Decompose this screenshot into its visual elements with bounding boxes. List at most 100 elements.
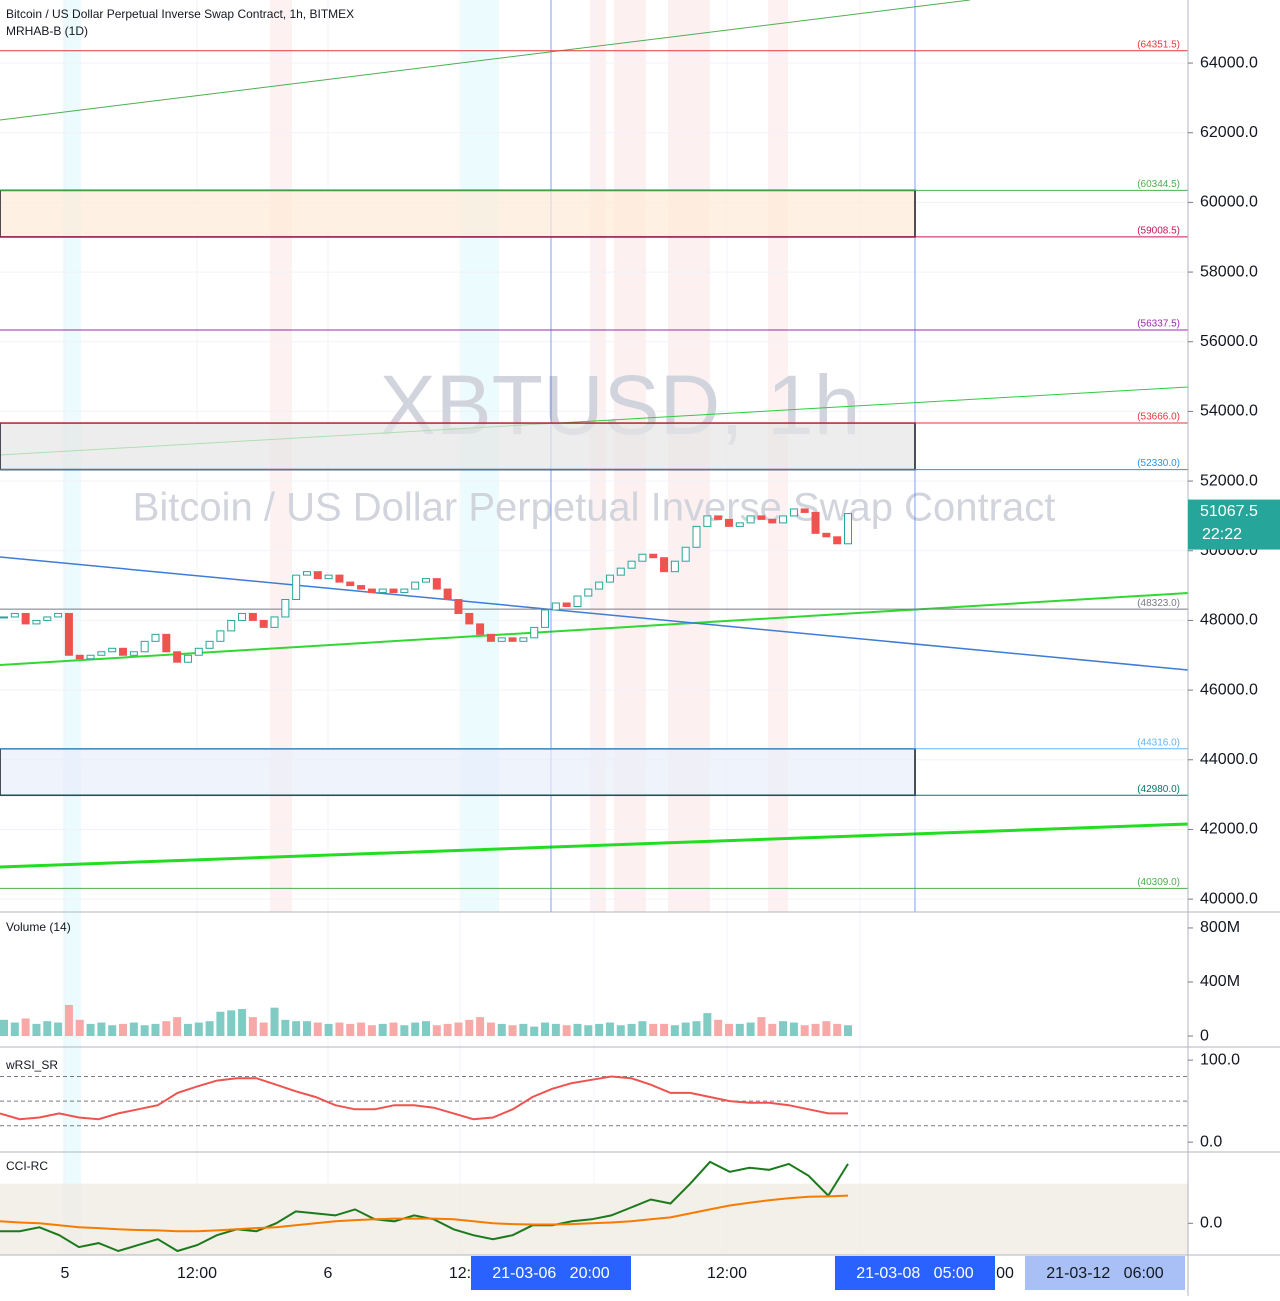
volume-bar xyxy=(281,1019,290,1037)
pane-title: wRSI_SR xyxy=(5,1058,58,1072)
y-tick-label: 40000.0 xyxy=(1200,890,1258,907)
indicator-line xyxy=(0,1194,849,1233)
volume-bar xyxy=(443,1023,452,1037)
candle xyxy=(768,518,777,524)
volume-bar xyxy=(216,1011,225,1037)
volume-bar xyxy=(703,1013,712,1037)
candle xyxy=(724,518,733,527)
volume-bar xyxy=(324,1023,333,1037)
x-tick-label: 12: xyxy=(449,1265,471,1282)
volume-bar xyxy=(302,1021,311,1037)
candle xyxy=(605,574,614,583)
time-marker-bg xyxy=(471,1256,631,1290)
candle xyxy=(670,560,679,573)
volume-bar xyxy=(205,1021,214,1037)
volume-bar xyxy=(259,1022,268,1037)
candle xyxy=(497,637,506,642)
volume-bar xyxy=(789,1022,798,1037)
time-marker: 21-03-12 06:00 xyxy=(1046,1265,1164,1282)
volume-bar xyxy=(422,1021,430,1037)
candle xyxy=(227,619,236,632)
candle xyxy=(833,536,842,545)
candle xyxy=(844,513,852,545)
y-tick-label: 56000.0 xyxy=(1200,333,1258,350)
level-label: (44316.0) xyxy=(1137,737,1180,748)
volume-bar xyxy=(627,1023,636,1037)
volume-bar xyxy=(811,1023,820,1037)
volume-bar xyxy=(248,1017,257,1037)
candle xyxy=(551,602,560,611)
candle xyxy=(216,630,225,642)
x-tick-label: 00 xyxy=(996,1265,1014,1282)
zone xyxy=(0,189,916,238)
volume-bar xyxy=(140,1025,149,1037)
candle xyxy=(432,578,441,590)
candle xyxy=(811,511,820,534)
volume-bar xyxy=(292,1021,301,1037)
volume-bar xyxy=(173,1017,182,1037)
volume-bar xyxy=(476,1017,485,1037)
candle xyxy=(400,588,409,594)
y-tick-label: 0.0 xyxy=(1200,1215,1222,1232)
candle xyxy=(530,626,539,639)
volume-bar xyxy=(86,1023,95,1037)
volume-bar xyxy=(227,1010,236,1037)
candle xyxy=(800,508,809,513)
volume-bar xyxy=(692,1021,701,1037)
y-tick-label: 46000.0 xyxy=(1200,681,1258,698)
level-label: (53666.0) xyxy=(1137,412,1180,423)
candle xyxy=(616,567,625,576)
level-label: (56337.5) xyxy=(1137,319,1180,330)
candle xyxy=(822,532,831,538)
pane-title: Volume (14) xyxy=(6,920,71,934)
candle xyxy=(357,585,366,590)
y-tick-label: 800M xyxy=(1200,919,1240,936)
volume-bar xyxy=(21,1018,30,1037)
volume-bar xyxy=(108,1025,117,1037)
candle xyxy=(508,637,517,642)
y-tick-label: 58000.0 xyxy=(1200,263,1258,280)
volume-bar xyxy=(465,1019,474,1037)
indicator-line xyxy=(0,1160,849,1253)
candle xyxy=(562,602,571,607)
volume-bar xyxy=(313,1022,322,1037)
candle xyxy=(681,546,690,562)
candle xyxy=(0,616,8,619)
volume-bar xyxy=(562,1025,571,1037)
candle xyxy=(335,574,344,583)
volume-bar xyxy=(735,1023,744,1037)
marks xyxy=(0,508,1188,1255)
volume-bar xyxy=(822,1021,831,1037)
level-label: (59008.5) xyxy=(1137,226,1180,237)
zone xyxy=(0,748,916,797)
candle xyxy=(162,633,171,653)
volume-bar xyxy=(508,1025,517,1037)
candle xyxy=(54,612,63,618)
candle xyxy=(367,588,376,594)
y-tick-label: 52000.0 xyxy=(1200,472,1258,489)
volume-bar xyxy=(649,1023,658,1037)
candle xyxy=(660,557,669,573)
volume-bar xyxy=(97,1022,106,1037)
y-tick-label: 100.0 xyxy=(1200,1051,1240,1068)
y-tick-label: 48000.0 xyxy=(1200,612,1258,629)
volume-bar xyxy=(584,1025,593,1037)
volume-bar xyxy=(335,1022,344,1037)
volume-bar xyxy=(670,1025,679,1037)
candle xyxy=(302,571,311,576)
candle xyxy=(270,616,279,628)
volume-bar xyxy=(194,1022,203,1037)
volume-bar xyxy=(75,1019,84,1037)
candle xyxy=(746,515,755,524)
level-label: (64351.5) xyxy=(1137,39,1180,50)
price-axis: 40000.042000.044000.046000.048000.050000… xyxy=(1188,54,1280,1232)
level-label: (42980.0) xyxy=(1137,784,1180,795)
candle xyxy=(205,640,214,649)
candle xyxy=(86,654,95,660)
level-label: (48323.0) xyxy=(1137,598,1180,609)
time-marker-bg xyxy=(1025,1256,1185,1290)
candle xyxy=(541,609,550,628)
candle xyxy=(173,651,182,663)
candle xyxy=(151,633,160,642)
volume-bar xyxy=(541,1022,550,1037)
